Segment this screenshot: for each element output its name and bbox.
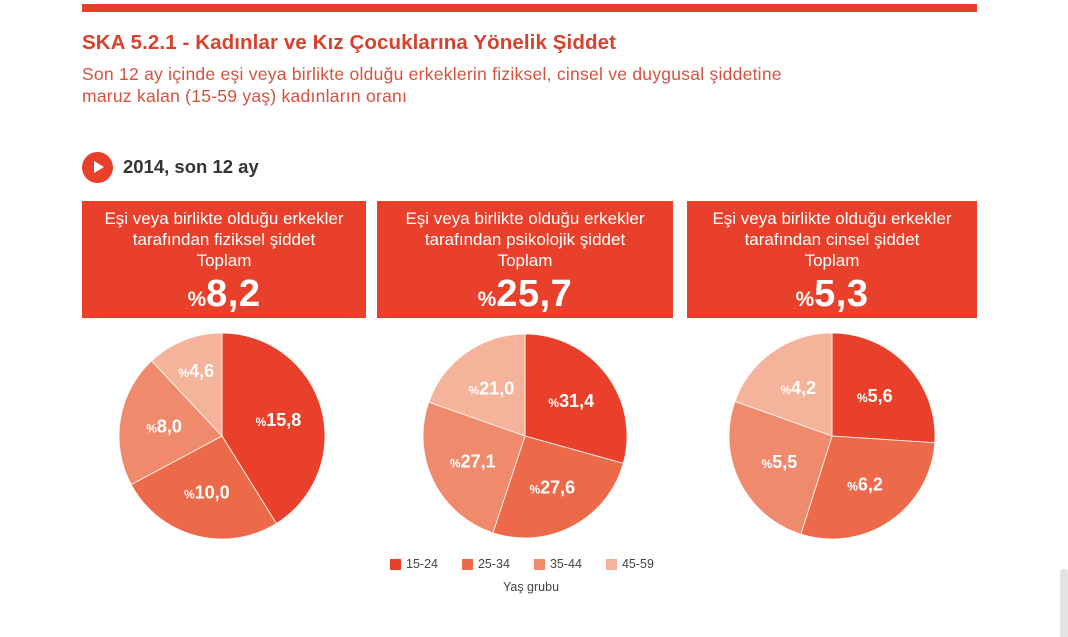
legend-item-35-44: 35-44 bbox=[533, 557, 582, 571]
subtitle-line-2: maruz kalan (15-59 yaş) kadınların oranı bbox=[82, 86, 408, 106]
pie-label-25-34: %27,6 bbox=[529, 477, 575, 497]
pie-slice-15-24 bbox=[524, 333, 628, 464]
panel-total: %25,7 bbox=[377, 274, 673, 322]
pie-label-35-44: %8,0 bbox=[146, 416, 182, 436]
legend-swatch bbox=[390, 558, 401, 570]
section-label: 2014, son 12 ay bbox=[123, 156, 259, 177]
pie-slice-35-44 bbox=[118, 360, 223, 486]
legend-label: 35-44 bbox=[549, 557, 582, 571]
scrollbar-thumb[interactable] bbox=[1060, 569, 1068, 637]
panel-line-1: Eşi veya birlikte olduğu erkekler bbox=[104, 209, 344, 228]
pie-label-15-24: %31,4 bbox=[548, 391, 594, 411]
panel-line-1: Eşi veya birlikte olduğu erkekler bbox=[405, 209, 645, 228]
percent-sign: % bbox=[477, 288, 497, 311]
pie-slice-25-34 bbox=[492, 435, 624, 539]
pie-chart-physical: %15,8 %10,0 %8,0 %4,6 bbox=[118, 332, 326, 540]
panel-total: %5,3 bbox=[687, 274, 977, 322]
total-value: 25,7 bbox=[496, 273, 573, 315]
panel-line-2: tarafından fiziksel şiddet bbox=[132, 230, 316, 249]
total-value: 8,2 bbox=[206, 273, 261, 315]
panel-total-label: Toplam bbox=[497, 251, 553, 270]
percent-sign: % bbox=[187, 288, 207, 311]
pie-label-15-24: %5,6 bbox=[857, 386, 893, 406]
subtitle-line-1: Son 12 ay içinde eşi veya birlikte olduğ… bbox=[82, 64, 782, 84]
pie-slice-45-59 bbox=[734, 332, 833, 437]
pie-slice-45-59 bbox=[428, 333, 526, 437]
pie-chart-sexual: %5,6 %6,2 %5,5 %4,2 bbox=[728, 332, 936, 540]
panel-physical-violence: Eşi veya birlikte olduğu erkekler tarafı… bbox=[82, 201, 366, 318]
panel-line-2: tarafından psikolojik şiddet bbox=[424, 230, 626, 249]
pie-slice-35-44 bbox=[728, 400, 833, 535]
percent-sign: % bbox=[795, 288, 815, 311]
pie-label-45-59: %4,2 bbox=[780, 378, 816, 398]
pie-slice-15-24 bbox=[831, 332, 936, 444]
legend-swatch bbox=[533, 558, 545, 570]
legend-title: Yaş grubu bbox=[502, 580, 560, 594]
panel-line-2: tarafından cinsel şiddet bbox=[744, 230, 920, 249]
legend-label: 45-59 bbox=[621, 557, 654, 571]
panel-total-label: Toplam bbox=[196, 251, 252, 270]
legend-swatch bbox=[461, 558, 473, 570]
panel-total-label: Toplam bbox=[804, 251, 860, 270]
panel-total: %8,2 bbox=[82, 274, 366, 322]
page-subtitle: Son 12 ay içinde eşi veya birlikte olduğ… bbox=[82, 63, 782, 107]
legend-item-15-24: 15-24 bbox=[390, 557, 438, 571]
pie-slice-15-24 bbox=[221, 332, 326, 525]
pie-label-25-34: %6,2 bbox=[847, 474, 883, 494]
legend-swatch bbox=[605, 558, 617, 570]
panel-psychological-violence: Eşi veya birlikte olduğu erkekler tarafı… bbox=[377, 201, 673, 318]
pie-label-25-34: %10,0 bbox=[184, 483, 230, 503]
pie-label-35-44: %27,1 bbox=[450, 452, 496, 472]
total-value: 5,3 bbox=[814, 273, 869, 315]
pie-slice-35-44 bbox=[422, 401, 526, 534]
pie-label-35-44: %5,5 bbox=[762, 452, 798, 472]
top-accent-bar bbox=[82, 4, 977, 12]
pie-label-15-24: %15,8 bbox=[256, 410, 302, 430]
pie-label-45-59: %4,6 bbox=[178, 361, 214, 381]
legend-label: 25-34 bbox=[477, 557, 510, 571]
panel-line-1: Eşi veya birlikte olduğu erkekler bbox=[712, 209, 952, 228]
panel-sexual-violence: Eşi veya birlikte olduğu erkekler tarafı… bbox=[687, 201, 977, 318]
pie-slice-25-34 bbox=[130, 435, 277, 540]
legend-label: 15-24 bbox=[406, 557, 438, 571]
page-title: SKA 5.2.1 - Kadınlar ve Kız Çocuklarına … bbox=[82, 31, 617, 54]
legend-item-25-34: 25-34 bbox=[461, 557, 510, 571]
play-circle-icon bbox=[82, 151, 113, 183]
pie-slice-45-59 bbox=[151, 332, 223, 438]
section-header: 2014, son 12 ay bbox=[82, 151, 259, 183]
legend: 15-24 25-34 35-44 45-59 bbox=[390, 557, 678, 571]
pie-slice-25-34 bbox=[800, 435, 936, 540]
pie-chart-psychological: %31,4 %27,6 %27,1 %21,0 bbox=[422, 333, 628, 539]
legend-item-45-59: 45-59 bbox=[605, 557, 654, 571]
pie-label-45-59: %21,0 bbox=[469, 379, 515, 399]
